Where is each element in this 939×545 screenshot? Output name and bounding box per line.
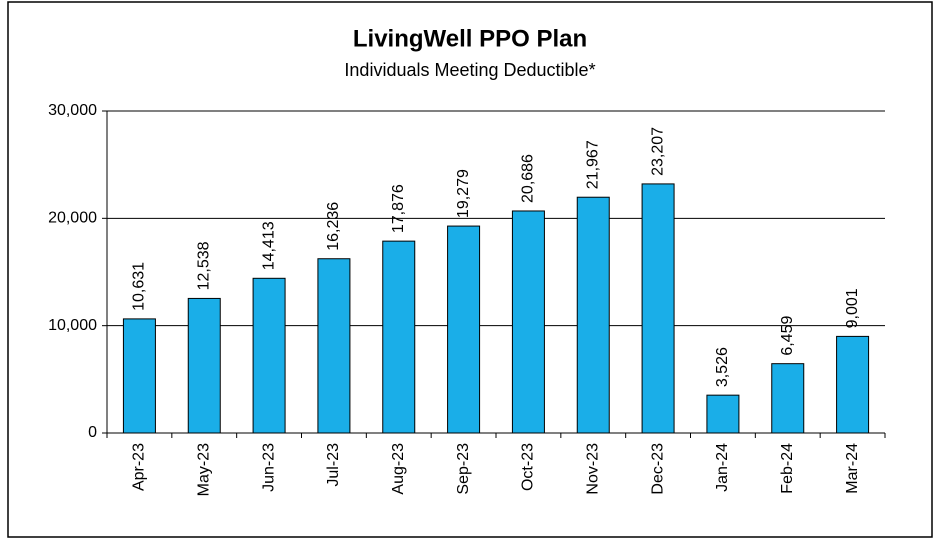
x-tick-label: Oct-23	[520, 443, 537, 491]
bar	[382, 240, 416, 434]
x-tick-label: Jul-23	[325, 443, 342, 487]
y-tick-label: 30,000	[48, 102, 97, 119]
data-label: 19,279	[455, 169, 472, 218]
x-tick-label: Feb-24	[779, 443, 796, 494]
x-tick-label: Sep-23	[455, 443, 472, 495]
data-label: 12,538	[195, 241, 212, 290]
data-label: 14,413	[260, 221, 277, 270]
x-tick-label: Dec-23	[649, 443, 666, 495]
bar	[187, 297, 221, 434]
y-tick-label: 10,000	[48, 317, 97, 334]
data-label: 10,631	[131, 262, 148, 311]
data-label: 23,207	[649, 127, 666, 176]
y-tick-label: 0	[88, 424, 97, 441]
bar	[511, 210, 545, 434]
chart-subtitle: Individuals Meeting Deductible*	[344, 60, 595, 80]
chart-title: LivingWell PPO Plan	[353, 25, 587, 52]
x-tick-label: Aug-23	[390, 443, 407, 495]
data-label: 20,686	[520, 154, 537, 203]
y-tick-label: 20,000	[48, 210, 97, 227]
bar	[836, 335, 870, 434]
bar	[771, 363, 805, 434]
bar	[317, 258, 351, 434]
x-tick-label: Mar-24	[844, 443, 861, 494]
bar	[641, 183, 675, 434]
data-label: 17,876	[390, 184, 407, 233]
data-label: 6,459	[779, 316, 796, 356]
x-tick-label: Jan-24	[714, 443, 731, 492]
data-label: 3,526	[714, 347, 731, 387]
x-tick-label: Apr-23	[131, 443, 148, 491]
bar	[122, 318, 156, 434]
bar	[576, 196, 610, 434]
data-label: 16,236	[325, 202, 342, 251]
data-label: 9,001	[844, 288, 861, 328]
data-label: 21,967	[584, 140, 601, 189]
x-tick-label: Nov-23	[584, 443, 601, 495]
bar	[706, 394, 740, 434]
bar	[447, 225, 481, 434]
x-tick-label: Jun-23	[260, 443, 277, 492]
x-tick-label: May-23	[195, 443, 212, 496]
bar	[252, 277, 286, 434]
